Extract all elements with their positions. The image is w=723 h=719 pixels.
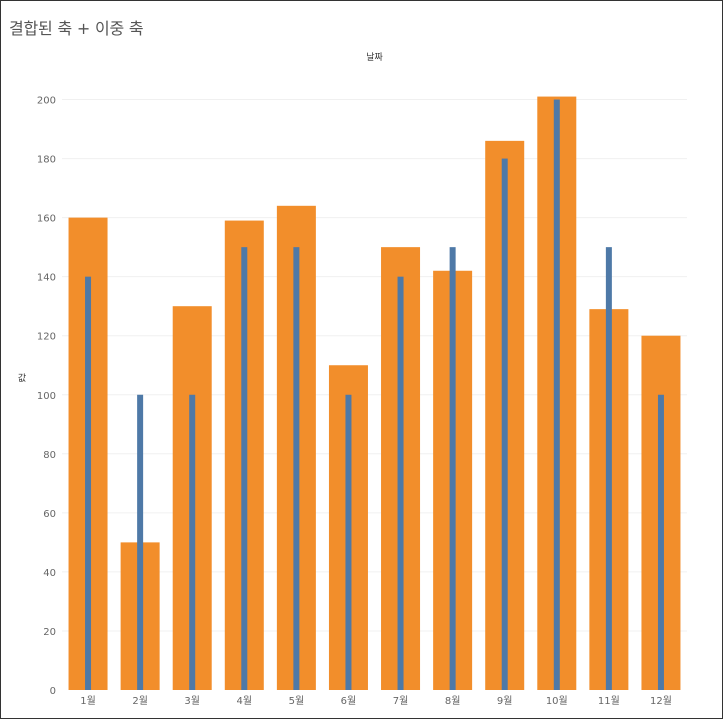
bar-narrow (501, 158, 508, 691)
bar-narrow (241, 247, 248, 690)
grid-lines (62, 99, 687, 632)
y-tick-label: 80 (43, 450, 56, 461)
x-tick-label: 7월 (393, 695, 409, 707)
x-tick-label: 11월 (598, 695, 620, 707)
x-tick-label: 10월 (546, 695, 568, 707)
y-tick-label: 180 (37, 155, 56, 166)
x-axis-title: 날짜 (366, 52, 383, 63)
y-tick-label: 140 (37, 273, 56, 284)
bar-narrow (293, 247, 300, 690)
bar-narrow (553, 99, 560, 691)
x-tick-label: 5월 (289, 695, 305, 707)
bar-narrow (397, 276, 404, 690)
bar-narrow (605, 247, 612, 690)
x-tick-label: 3월 (184, 695, 200, 707)
bar-narrow (345, 394, 352, 690)
y-tick-label: 120 (37, 332, 56, 343)
x-tick-label: 6월 (341, 695, 357, 707)
y-axis-ticks: 0 20 40 60 80 100 120 140 160 180 200 (37, 96, 56, 697)
y-tick-label: 40 (43, 568, 56, 579)
x-tick-label: 8월 (445, 695, 461, 707)
bar-narrow (657, 394, 664, 690)
x-axis-labels: 1월 2월 3월 4월 5월 6월 7월 8월 9월 10월 11월 12월 (80, 695, 672, 707)
y-axis-title: 값 (18, 372, 26, 384)
y-tick-label: 160 (37, 214, 56, 225)
bar-series (68, 96, 681, 691)
x-tick-label: 4월 (237, 695, 253, 707)
x-tick-label: 2월 (132, 695, 148, 707)
x-tick-label: 1월 (80, 695, 96, 707)
y-tick-label: 0 (50, 686, 56, 697)
y-tick-label: 20 (43, 627, 56, 638)
y-tick-label: 200 (37, 96, 56, 107)
y-tick-label: 100 (37, 391, 56, 402)
y-tick-label: 60 (43, 509, 56, 520)
x-tick-label: 12월 (650, 695, 672, 707)
bar-narrow (449, 247, 456, 690)
chart-title: 결합된 축 + 이중 축 (9, 19, 144, 38)
bar-narrow (85, 276, 92, 690)
bar-narrow (189, 394, 196, 690)
bar-narrow (137, 394, 144, 690)
x-tick-label: 9월 (497, 695, 513, 707)
